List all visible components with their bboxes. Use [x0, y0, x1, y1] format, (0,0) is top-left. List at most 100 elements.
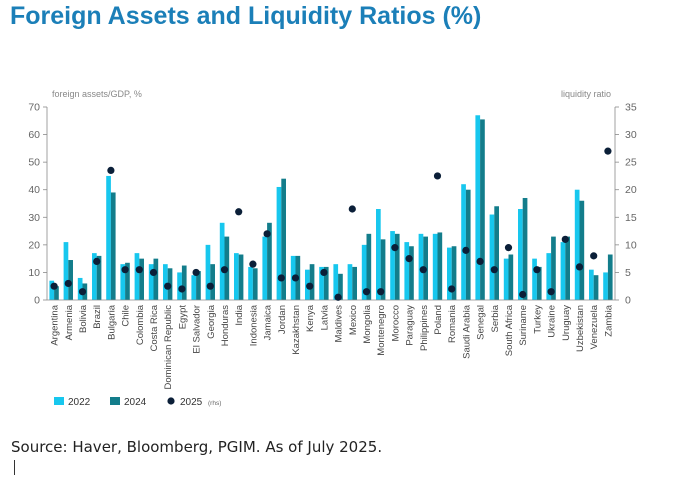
bar-2022-5	[120, 264, 126, 300]
dot-2025-34	[533, 266, 541, 274]
bar-2024-28	[451, 246, 457, 300]
bar-2024-15	[267, 222, 272, 300]
x-tick-label-9: Egypt	[177, 305, 188, 330]
bar-2024-35	[551, 236, 556, 300]
bar-2022-38	[589, 269, 594, 300]
bar-2024-6	[139, 258, 144, 300]
x-tick-label-38: Venezuela	[589, 304, 600, 349]
x-tick-label-19: Latvia	[319, 304, 330, 330]
bar-2022-1	[63, 242, 69, 300]
bar-2022-12	[219, 222, 225, 300]
bar-2022-25	[404, 242, 410, 300]
bar-2022-0	[49, 280, 55, 300]
bar-2022-27	[432, 233, 438, 300]
x-tick-label-36: Uruguay	[561, 305, 572, 341]
bar-2024-4	[110, 192, 116, 300]
dot-2025-9	[178, 285, 186, 293]
legend-note-2025: (rhs)	[208, 400, 221, 407]
left-tick-label-6: 60	[28, 129, 40, 141]
bar-2024-32	[508, 254, 514, 300]
left-tick-label-4: 40	[28, 184, 40, 196]
bar-2022-26	[418, 233, 424, 300]
bar-2022-16	[276, 186, 282, 300]
chart-title: Foreign Assets and Liquidity Ratios (%)	[10, 2, 482, 30]
dot-2025-21	[348, 205, 356, 213]
x-tick-label-32: South Africa	[504, 304, 515, 356]
x-tick-label-13: India	[234, 304, 245, 325]
legend-swatch-2024	[110, 397, 120, 405]
x-tick-label-29: Saudi Arabia	[461, 304, 472, 359]
left-tick-label-5: 50	[28, 157, 40, 169]
bar-2022-28	[447, 247, 452, 300]
bar-2022-9	[177, 272, 182, 300]
dot-2025-5	[121, 266, 129, 274]
x-tick-label-10: El Salvador	[192, 305, 203, 354]
bar-2024-27	[437, 232, 443, 300]
x-tick-label-0: Argentina	[50, 304, 61, 345]
dot-2025-37	[575, 263, 584, 271]
bar-2022-24	[390, 231, 395, 300]
bar-2022-30	[475, 115, 481, 301]
x-tick-label-31: Serbia	[490, 304, 501, 332]
dot-2025-25	[405, 255, 413, 263]
bar-2024-33	[522, 197, 528, 300]
dot-2025-38	[590, 252, 598, 260]
dots	[50, 147, 612, 301]
text-cursor	[14, 460, 15, 475]
x-tick-label-7: Costa Rica	[149, 304, 160, 351]
bar-2022-10	[191, 275, 197, 300]
x-tick-label-24: Morocco	[390, 305, 401, 341]
legend-label-2022: 2022	[68, 397, 91, 408]
right-tick-label-5: 25	[625, 157, 637, 169]
dot-2025-15	[263, 230, 271, 238]
right-tick-label-4: 20	[625, 184, 637, 196]
bar-2022-39	[603, 272, 608, 300]
x-tick-label-1: Armenia	[64, 304, 75, 340]
source-note: Source: Haver, Bloomberg, PGIM. As of Ju…	[11, 438, 383, 456]
x-tick-label-18: Kenya	[305, 304, 316, 332]
bar-2024-36	[565, 236, 570, 300]
legend-swatch-2025	[167, 397, 175, 405]
dot-2025-12	[220, 266, 229, 274]
bar-2022-11	[205, 244, 211, 300]
right-axis-label: liquidity ratio	[561, 89, 611, 99]
bar-2024-19	[323, 266, 329, 300]
x-tick-label-4: Bulgaria	[106, 304, 117, 340]
dot-2025-13	[235, 208, 243, 216]
dot-2025-19	[320, 268, 328, 277]
bar-2022-23	[376, 209, 381, 300]
dot-2025-4	[107, 166, 115, 175]
x-tick-label-6: Colombia	[135, 304, 146, 345]
legend-label-2024: 2024	[124, 397, 147, 408]
bar-2022-14	[248, 266, 253, 300]
bar-2024-0	[54, 286, 59, 300]
left-tick-label-3: 30	[28, 212, 40, 224]
legend-swatch-2022	[54, 397, 64, 405]
x-tick-label-5: Chile	[121, 305, 132, 327]
x-tick-label-33: Suriname	[518, 305, 529, 346]
dot-2025-6	[135, 266, 143, 274]
x-tick-label-14: Indonesia	[248, 304, 259, 346]
left-tick-label-1: 10	[28, 267, 40, 279]
dot-2025-18	[306, 282, 314, 290]
dot-2025-14	[249, 260, 257, 268]
x-tick-label-37: Uzbekistan	[575, 305, 586, 352]
bar-2024-7	[153, 258, 159, 300]
dot-2025-10	[192, 268, 200, 277]
bar-2024-3	[96, 255, 102, 300]
dot-2025-28	[448, 285, 456, 293]
bar-2024-13	[238, 254, 244, 300]
left-tick-label-2: 20	[28, 239, 40, 251]
x-tick-label-22: Mongolia	[362, 304, 373, 343]
bar-2022-2	[77, 277, 83, 300]
right-axis: 0 5 10 15 20 25 30 35	[614, 102, 637, 307]
bar-2024-1	[68, 260, 73, 300]
dot-2025-30	[476, 257, 484, 265]
bar-2024-31	[494, 206, 499, 300]
bar-2024-10	[196, 271, 201, 300]
dot-2025-36	[561, 235, 569, 243]
x-tick-label-11: Georgia	[206, 304, 217, 339]
dot-2025-0	[50, 282, 58, 290]
legend: 2022 2024 2025 (rhs)	[54, 397, 221, 408]
